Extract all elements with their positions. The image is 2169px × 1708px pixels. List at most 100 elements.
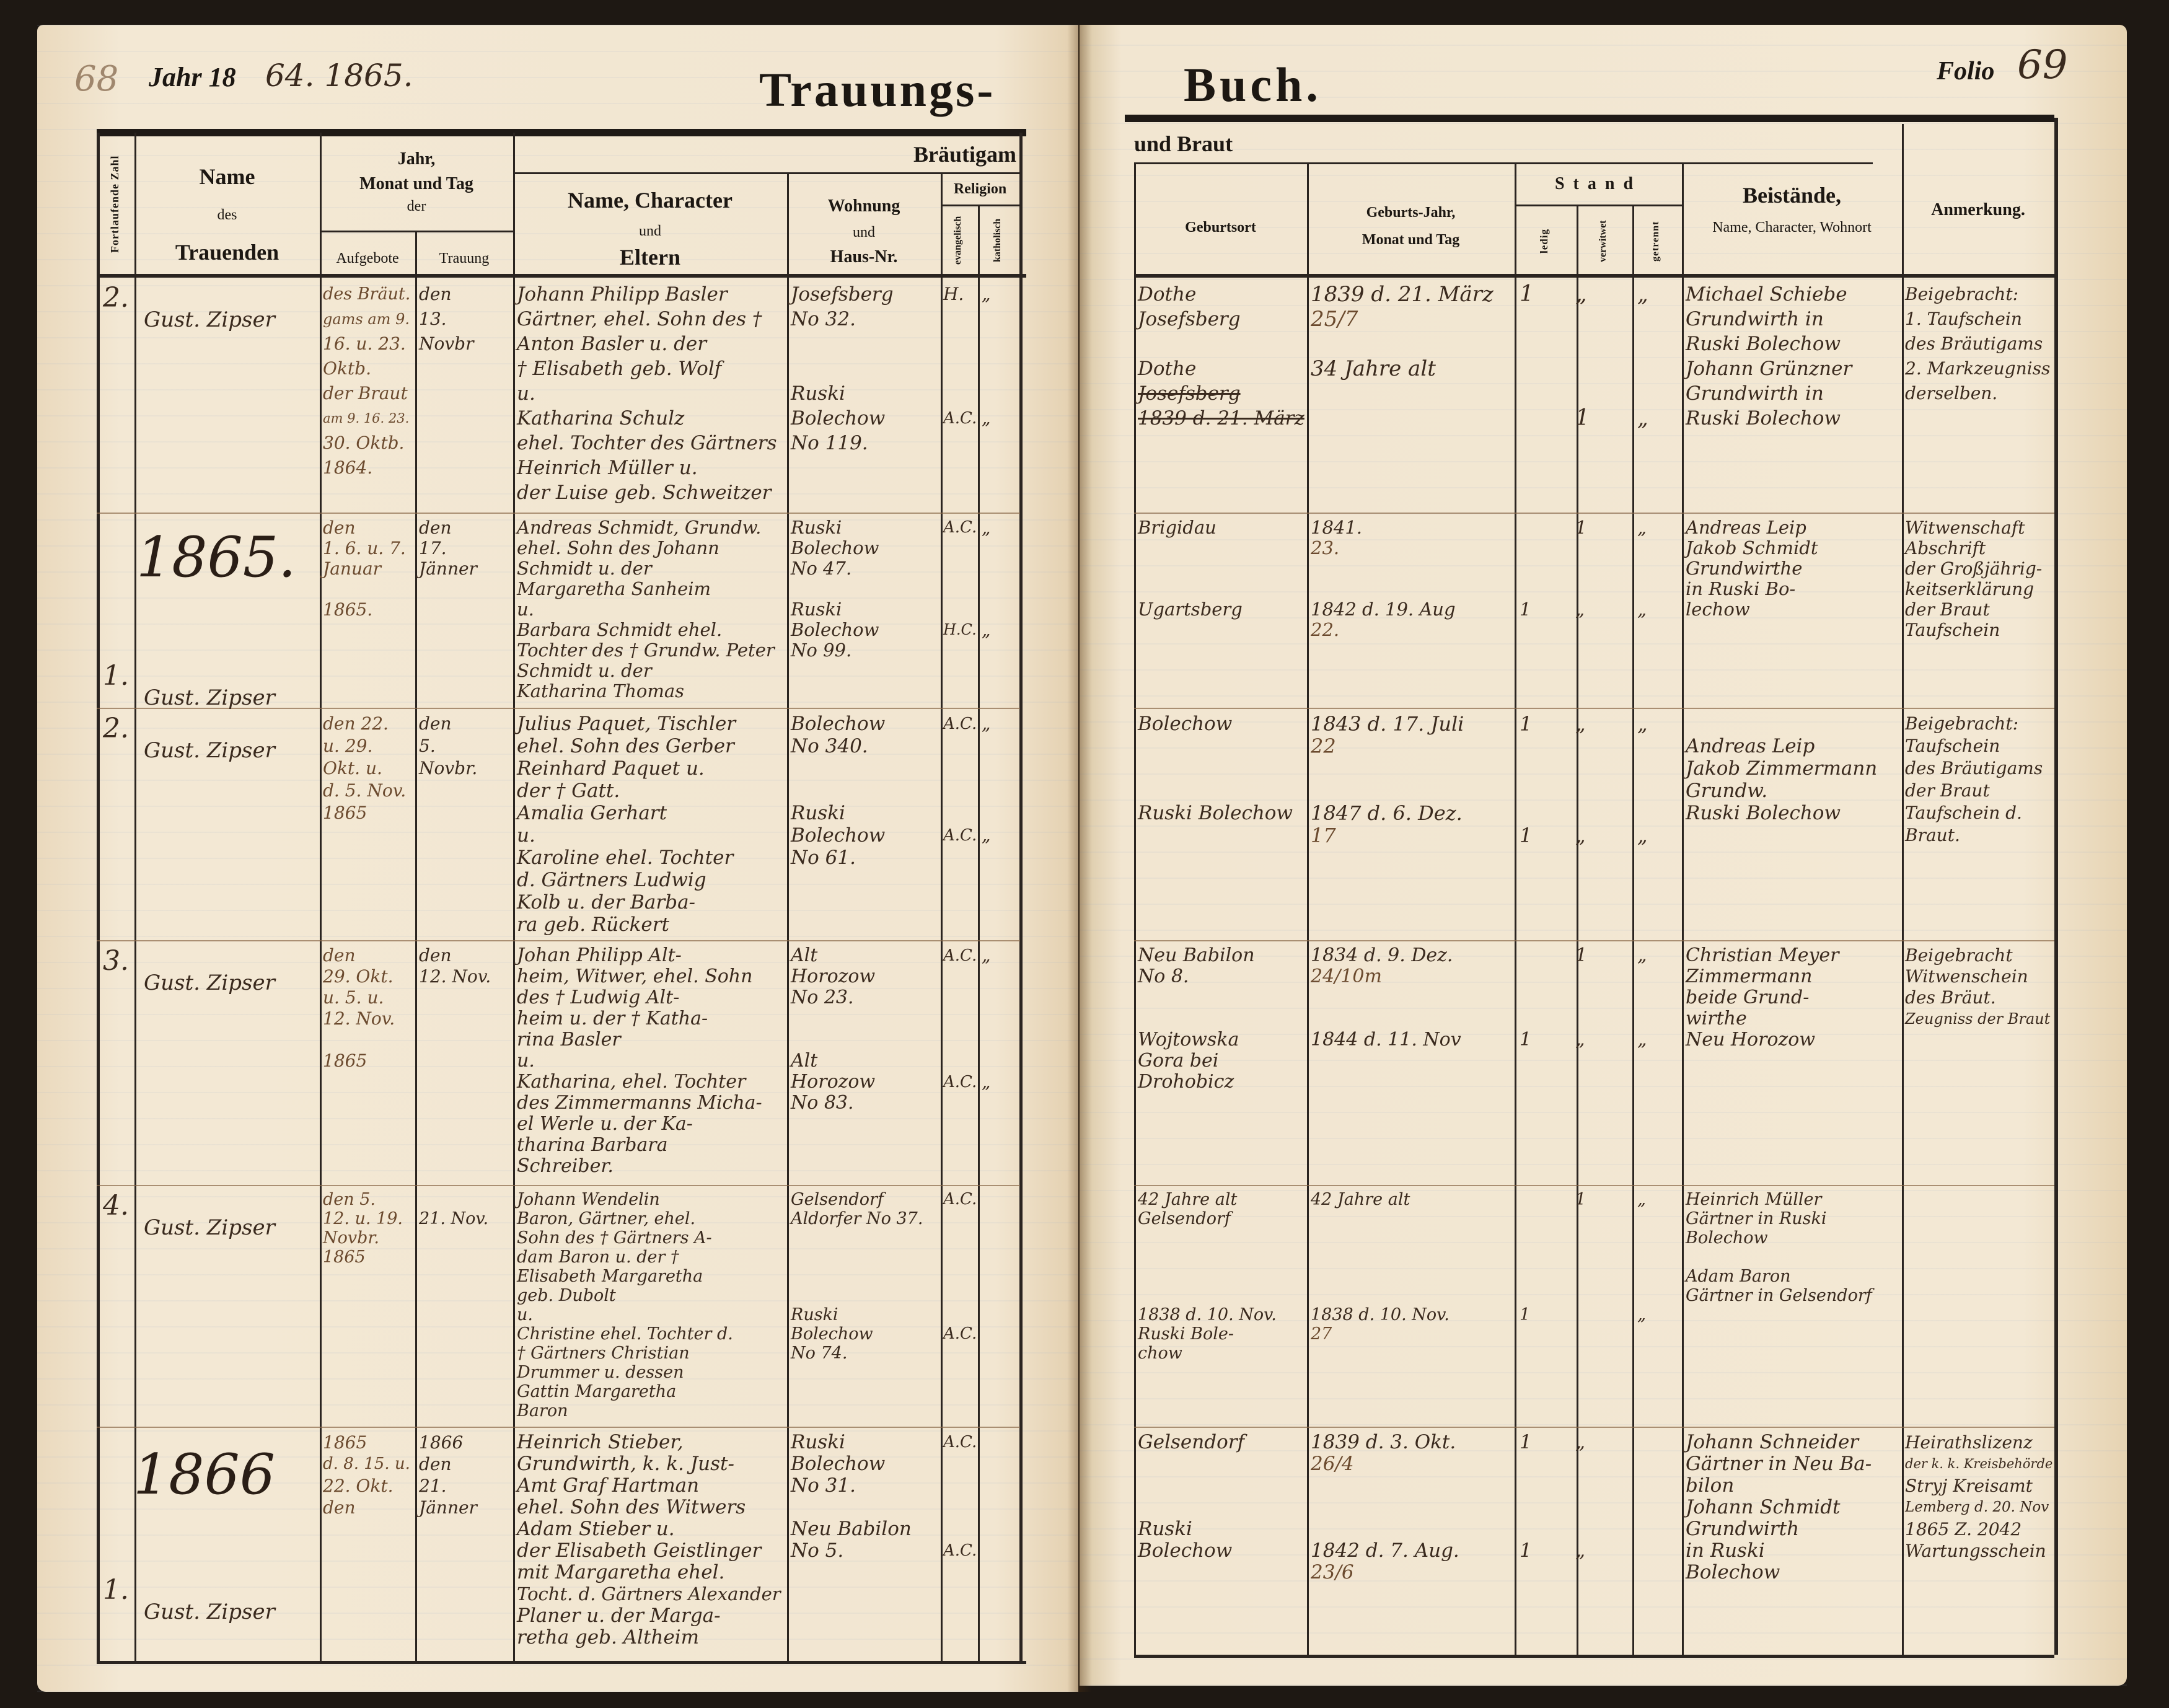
table-column-line [1902,124,1904,1655]
geburtsjahr-text: 23/6 [1311,1561,1354,1583]
geburtsjahr-text: 22 [1311,734,1336,758]
col-header-name-character: Name, Character [568,188,733,213]
wohnung-text: Gelsendorf [791,1190,884,1209]
wohnung-text: No 23. [791,987,854,1008]
geburtsort-text: Bolechow [1138,1539,1233,1562]
eltern-text: ra geb. Rückert [517,913,669,936]
eltern-text: der Elisabeth Geistlinger [517,1539,762,1562]
row-divider [1134,1427,2054,1428]
beistaende-text: beide Grund- [1686,987,1810,1008]
getrennt-text: „ [1637,712,1648,736]
trauung-text: 21. Nov. [419,1209,489,1228]
katholisch-text: „ [982,408,991,428]
eltern-text: der † Gatt. [517,780,620,802]
wohnung-text: Aldorfer No 37. [791,1209,923,1228]
anmerkung-text: des Bräutigams [1905,758,2043,778]
eltern-text: Reinhard Paquet u. [517,757,705,780]
geburtsort-text: 42 Jahre alt [1138,1190,1238,1209]
verwitwet-text: 1 [1575,1190,1586,1209]
verwitwet-text: „ [1575,1539,1586,1562]
eltern-text: Amalia Gerhart [517,802,667,824]
aufgebote-text: Oktb. [323,358,371,379]
getrennt-text: „ [1637,1305,1646,1324]
col-header-eltern: Eltern [620,245,680,270]
beistaende-text: Jakob Zimmermann [1686,757,1878,780]
wohnung-text: Bolechow [791,619,879,640]
table-column-line [415,231,417,1661]
ledig-text: 1 [1520,281,1534,307]
eltern-text: Heinrich Stieber, [517,1431,684,1453]
ledig-text: 1 [1520,1431,1532,1453]
eltern-text: Baron, Gärtner, ehel. [517,1209,696,1228]
wohnung-text: Ruski [791,382,845,405]
beistaende-text: Jakob Schmidt [1686,537,1818,558]
beistaende-text: Ruski Bolechow [1686,802,1841,824]
ledig-text: 1 [1520,599,1531,620]
aufgebote-text: 1865 [323,1432,367,1453]
eltern-text: Margaretha Sanheim [517,578,711,599]
katholisch-text: „ [982,945,991,966]
anmerkung-text: der k. k. Kreisbehörde [1905,1456,2053,1471]
year-handwritten: 64. 1865. [265,58,413,94]
beistaende-text: Grundwirthe [1686,558,1803,579]
anmerkung-text: Braut. [1905,825,1960,845]
wohnung-text: Bolechow [791,1324,873,1344]
eltern-text: u. [517,1305,533,1324]
aufgebote-text: der Braut [323,383,408,403]
table-column-line [1019,133,1023,1661]
geburtsjahr-text: 1844 d. 11. Nov [1311,1029,1461,1050]
evangelisch-text: A.C. [943,946,977,965]
wohnung-text: Ruski [791,599,842,620]
getrennt-text: „ [1637,1029,1647,1050]
eltern-text: des Zimmermanns Micha- [517,1092,762,1114]
title-right: Buch. [1184,58,1322,112]
officiant-text: Gust. Zipser [144,1600,275,1624]
col-header-jahr: Jahr, [397,149,436,169]
verwitwet-text: 1 [1575,517,1587,538]
geburtsort-text: Wojtowska [1138,1029,1239,1050]
geburtsort-text: Ugartsberg [1138,599,1243,620]
getrennt-text: „ [1637,517,1647,538]
eltern-text: Katharina, ehel. Tochter [517,1071,746,1093]
col-header-beistaende: Beistände, [1742,183,1841,208]
anmerkung-text: Taufschein [1905,620,2000,640]
geburtsjahr-text: 1842 d. 19. Aug [1311,599,1456,620]
eltern-text: Schreiber. [517,1155,614,1177]
geburtsjahr-text: 26/4 [1311,1453,1354,1475]
geburtsjahr-text: 1841. [1311,517,1363,538]
geburtsort-text: Dothe [1138,358,1197,380]
verwitwet-text: 1 [1575,405,1590,431]
table-column-line [941,172,943,1661]
beistaende-text: Heinrich Müller [1686,1190,1822,1209]
wohnung-text: No 83. [791,1092,854,1114]
anmerkung-text: der Großjährig- [1905,558,2043,579]
eltern-text: ehel. Sohn des Gerber [517,735,734,757]
aufgebote-text: 12. Nov. [323,1008,395,1029]
eltern-text: Kolb u. der Barba- [517,891,696,913]
col-header-und-braut: und Braut [1134,131,1233,156]
eltern-text: Sohn des † Gärtners A- [517,1228,712,1248]
col-header-name: Name [199,164,255,189]
wohnung-text: No 119. [791,432,868,454]
trauung-text: 17. [419,538,447,558]
geburtsjahr-text: 1839 d. 21. März [1311,282,1494,307]
eltern-text: ehel. Tochter des Gärtners [517,432,777,454]
beistaende-text: Johann Grünzner [1686,358,1852,380]
trauung-text: Novbr. [419,758,478,778]
geburtsjahr-text: 42 Jahre alt [1311,1190,1410,1209]
katholisch-text: „ [982,825,991,845]
col-header-religion: Religion [953,181,1007,197]
trauung-text: 5. [419,736,436,756]
row-divider [97,1185,1020,1186]
ledig-text: 1 [1520,824,1533,847]
beistaende-text: Johann Schmidt [1686,1496,1841,1518]
officiant-text: Gust. Zipser [144,685,275,710]
geburtsjahr-text: 24/10m [1311,966,1382,987]
ledig-text: 1 [1520,1029,1532,1050]
col-header-aufgebote: Aufgebote [336,250,399,266]
wohnung-text: Horozow [791,1071,876,1093]
trauung-text: 1866 [419,1432,464,1453]
table-column-line [1515,162,1516,1655]
wohnung-text: Ruski [791,517,842,538]
anmerkung-text: 1865 Z. 2042 [1905,1519,2022,1539]
